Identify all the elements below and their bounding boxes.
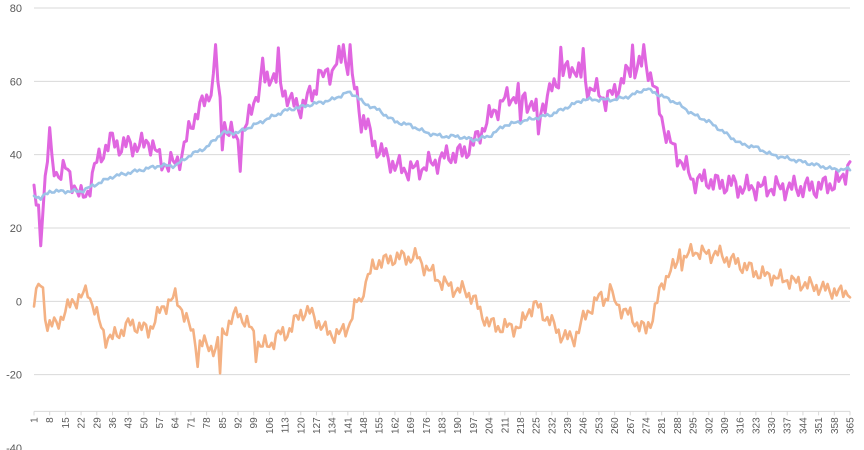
- x-tick-label: 50: [139, 417, 150, 429]
- x-tick-label: 120: [296, 417, 307, 434]
- series-lines: [32, 43, 852, 375]
- x-tick-label: 64: [171, 417, 182, 429]
- x-tick-label: 288: [673, 417, 684, 434]
- x-tick-label: 162: [390, 417, 401, 434]
- x-tick-label: 302: [704, 417, 715, 434]
- x-tick-label: 253: [594, 417, 605, 434]
- x-tick-label: 197: [469, 417, 480, 434]
- x-tick-label: 155: [375, 417, 386, 434]
- x-tick-label: 127: [312, 417, 323, 434]
- x-tick-label: 190: [453, 417, 464, 434]
- y-tick-label: -20: [6, 370, 22, 382]
- x-tick-label: 309: [720, 417, 731, 434]
- x-tick-label: 225: [532, 417, 543, 434]
- x-tick-label: 15: [61, 417, 72, 429]
- x-tick-label: 106: [265, 417, 276, 434]
- x-tick-label: 316: [736, 417, 747, 434]
- x-tick-label: 204: [485, 417, 496, 434]
- x-tick-label: 148: [359, 417, 370, 434]
- x-tick-label: 8: [45, 417, 56, 423]
- x-tick-label: 358: [830, 417, 841, 434]
- y-tick-label: -40: [6, 443, 22, 450]
- x-tick-label: 1: [30, 417, 41, 423]
- x-tick-label: 57: [155, 417, 166, 429]
- x-tick-label: 246: [579, 417, 590, 434]
- x-tick-label: 29: [92, 417, 103, 429]
- x-tick-label: 365: [846, 417, 857, 434]
- x-tick-label: 78: [202, 417, 213, 429]
- series-line-1: [32, 43, 852, 248]
- series-line-2: [32, 87, 852, 201]
- x-tick-label: 211: [500, 417, 511, 433]
- x-tick-label: 36: [108, 417, 119, 429]
- y-tick-label: 80: [10, 3, 22, 15]
- x-tick-label: 344: [798, 417, 809, 434]
- x-tick-label: 43: [124, 417, 135, 429]
- x-tick-label: 281: [657, 417, 668, 434]
- x-tick-label: 274: [642, 417, 653, 434]
- x-tick-label: 141: [343, 417, 354, 434]
- series-line-3: [32, 242, 852, 375]
- x-tick-label: 134: [328, 417, 339, 434]
- x-tick-label: 218: [516, 417, 527, 434]
- y-tick-label: 40: [10, 150, 22, 162]
- x-tick-label: 85: [218, 417, 229, 429]
- x-tick-label: 92: [234, 417, 245, 429]
- x-axis-tick-labels: 1 8 15 22 29 36 43 50 57 64 71 78 85 92 99 106 113 120 127…: [30, 411, 857, 434]
- x-tick-label: 169: [406, 417, 417, 434]
- x-tick-label: 22: [77, 417, 88, 429]
- gridlines: [34, 7, 850, 412]
- x-tick-label: 183: [438, 417, 449, 434]
- x-tick-label: 330: [767, 417, 778, 434]
- y-tick-label: 0: [16, 296, 22, 308]
- y-tick-label: 20: [10, 223, 22, 235]
- x-tick-label: 176: [422, 417, 433, 434]
- x-tick-label: 323: [751, 417, 762, 434]
- y-tick-label: 60: [10, 76, 22, 88]
- x-tick-label: 337: [783, 417, 794, 434]
- y-axis-tick-labels: -40 -20 0 20 40 60 80: [6, 3, 22, 450]
- x-tick-label: 113: [281, 417, 292, 433]
- x-tick-label: 99: [249, 417, 260, 429]
- x-tick-label: 260: [610, 417, 621, 434]
- x-tick-label: 232: [547, 417, 558, 434]
- x-tick-label: 351: [814, 417, 825, 434]
- x-tick-label: 71: [186, 417, 197, 429]
- x-tick-label: 239: [563, 417, 574, 434]
- x-tick-label: 267: [626, 417, 637, 434]
- x-tick-label: 295: [689, 417, 700, 434]
